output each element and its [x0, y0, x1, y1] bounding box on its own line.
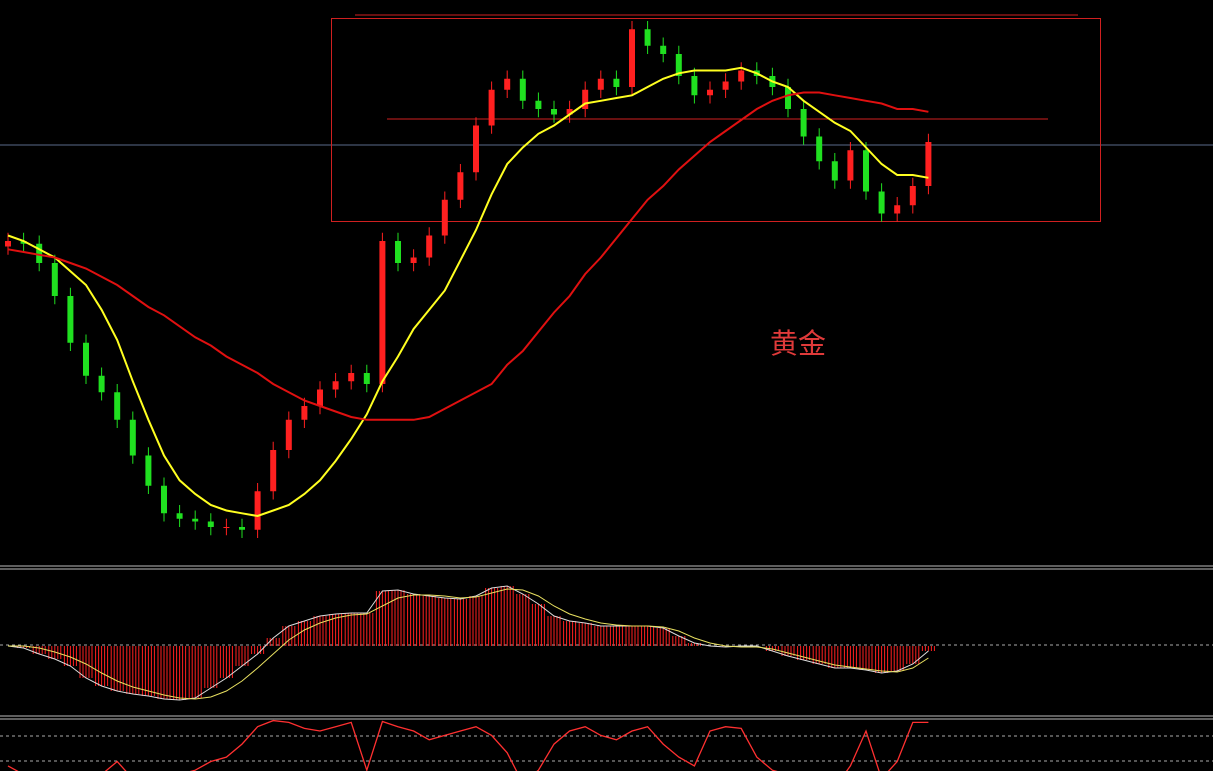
candle-body [457, 172, 464, 200]
candle-body [535, 100, 542, 109]
candle-body [800, 109, 807, 137]
candle-body [379, 241, 386, 384]
annotation: 黄金 [770, 327, 826, 360]
candle-body [161, 485, 167, 514]
candle-body [176, 513, 183, 519]
candle-body [566, 109, 573, 115]
moving-average [7, 66, 929, 518]
macd-signal [8, 588, 929, 700]
candle-body [629, 29, 635, 87]
candle-body [20, 241, 27, 244]
candle-body [519, 78, 526, 101]
candle-body [239, 527, 245, 530]
candle-body [348, 373, 355, 382]
candle-body [613, 78, 620, 87]
candle-body [145, 455, 152, 486]
candle-body [129, 419, 136, 456]
candle-body [270, 450, 277, 492]
candle-body [51, 263, 58, 296]
candle-body [426, 235, 433, 258]
candle-body [925, 142, 932, 186]
candle-body [114, 392, 121, 420]
candle-body [192, 518, 199, 522]
candle-body [504, 78, 511, 90]
candle-body [207, 521, 214, 527]
candle-body [410, 257, 417, 263]
candle-body [285, 419, 292, 450]
candle-body [98, 375, 105, 393]
candle-body [644, 29, 651, 46]
candle-body [301, 406, 308, 420]
candle-body [488, 89, 495, 126]
candle-body [83, 342, 89, 376]
candle-body [847, 150, 854, 181]
candle-body [317, 389, 323, 406]
candle-body [675, 54, 682, 76]
candle-body [831, 161, 838, 181]
candle-body [395, 241, 401, 263]
candle-body [67, 296, 74, 343]
candle-body [738, 70, 745, 82]
candle-body [441, 199, 448, 236]
candle-body [5, 241, 11, 247]
candle-body [551, 109, 557, 115]
candle-body [473, 125, 479, 173]
candle-body [816, 136, 823, 162]
candle-body [582, 89, 589, 109]
candle-body [878, 191, 885, 214]
candle-body [660, 45, 667, 54]
candle-body [707, 89, 713, 96]
candle-body [722, 81, 729, 90]
candle-body [332, 381, 339, 390]
range-box [331, 18, 1101, 222]
candle-body [691, 76, 698, 96]
candle-body [363, 373, 370, 384]
candle-body [36, 243, 43, 263]
candle-body [909, 186, 916, 206]
candle-body [894, 205, 901, 214]
candle-body [785, 87, 791, 109]
moving-average [7, 91, 929, 421]
candle-body [254, 491, 261, 530]
candle-body [863, 150, 869, 192]
candle-body [597, 78, 604, 90]
candle-body [223, 527, 230, 528]
